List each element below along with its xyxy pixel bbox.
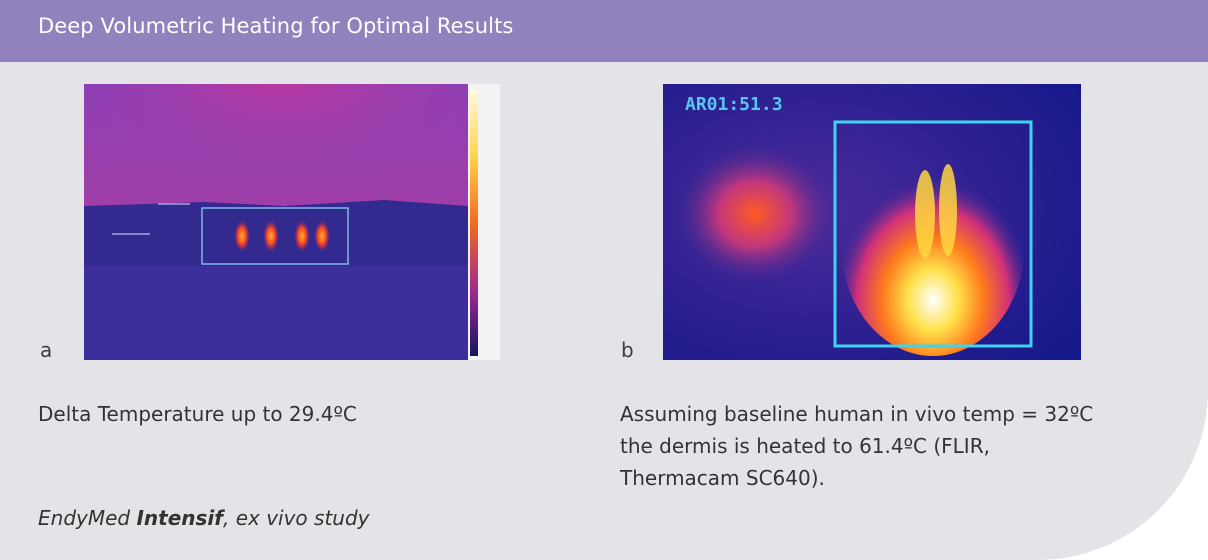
figure-a-thermal-image (84, 84, 500, 360)
section-header: Deep Volumetric Heating for Optimal Resu… (0, 0, 1208, 62)
roi-readout: AR01:51.3 (685, 94, 783, 115)
figure-b-caption: Assuming baseline human in vivo temp = 3… (620, 398, 1093, 494)
figure-a-caption: Delta Temperature up to 29.4ºC (38, 402, 357, 426)
section-title: Deep Volumetric Heating for Optimal Resu… (38, 14, 514, 38)
figure-b-label: b (621, 338, 634, 362)
figure-b-caption-line: the dermis is heated to 61.4ºC (FLIR, (620, 434, 990, 458)
study-note: EndyMed Intensif, ex vivo study (38, 506, 370, 530)
brand-name: EndyMed (38, 506, 131, 530)
figure-b-caption-line: Thermacam SC640). (620, 466, 825, 490)
product-name: Intensif (136, 506, 223, 530)
study-type: , ex vivo study (222, 506, 370, 530)
figure-b-thermal-image: AR01:51.3 (663, 84, 1081, 360)
figure-b-caption-line: Assuming baseline human in vivo temp = 3… (620, 402, 1094, 426)
figure-a-label: a (40, 338, 53, 362)
